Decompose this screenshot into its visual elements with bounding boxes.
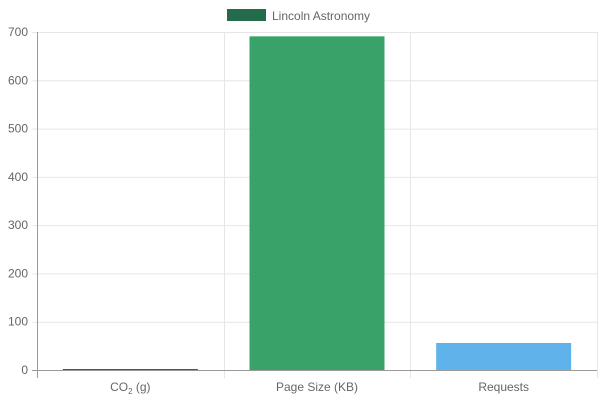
bars bbox=[62, 36, 572, 371]
y-tick-label: 500 bbox=[8, 122, 28, 136]
y-tick-label: 600 bbox=[8, 73, 28, 87]
y-tick-label: 100 bbox=[8, 315, 28, 329]
legend[interactable]: Lincoln Astronomy bbox=[227, 9, 370, 23]
axes bbox=[32, 32, 597, 378]
co2-suffix: (g) bbox=[133, 380, 151, 394]
co2-subscript: 2 bbox=[128, 387, 133, 396]
y-axis-tick-labels: 0 100 200 300 400 500 600 700 bbox=[8, 25, 28, 377]
x-tick-label: Requests bbox=[478, 380, 529, 394]
y-tick-label: 0 bbox=[21, 363, 28, 377]
bar[interactable] bbox=[62, 369, 198, 370]
x-axis-tick-labels: CO2 (g) Page Size (KB) Requests bbox=[110, 380, 529, 396]
y-tick-label: 300 bbox=[8, 218, 28, 232]
bar[interactable] bbox=[249, 36, 385, 371]
co2-base: CO bbox=[110, 380, 128, 394]
bar[interactable] bbox=[436, 342, 572, 370]
x-tick-label: Page Size (KB) bbox=[276, 380, 358, 394]
legend-label[interactable]: Lincoln Astronomy bbox=[272, 9, 370, 23]
legend-swatch[interactable] bbox=[227, 9, 266, 21]
y-tick-label: 200 bbox=[8, 266, 28, 280]
y-tick-label: 400 bbox=[8, 170, 28, 184]
y-tick-label: 700 bbox=[8, 25, 28, 39]
x-tick-label: CO2 (g) bbox=[110, 380, 150, 396]
